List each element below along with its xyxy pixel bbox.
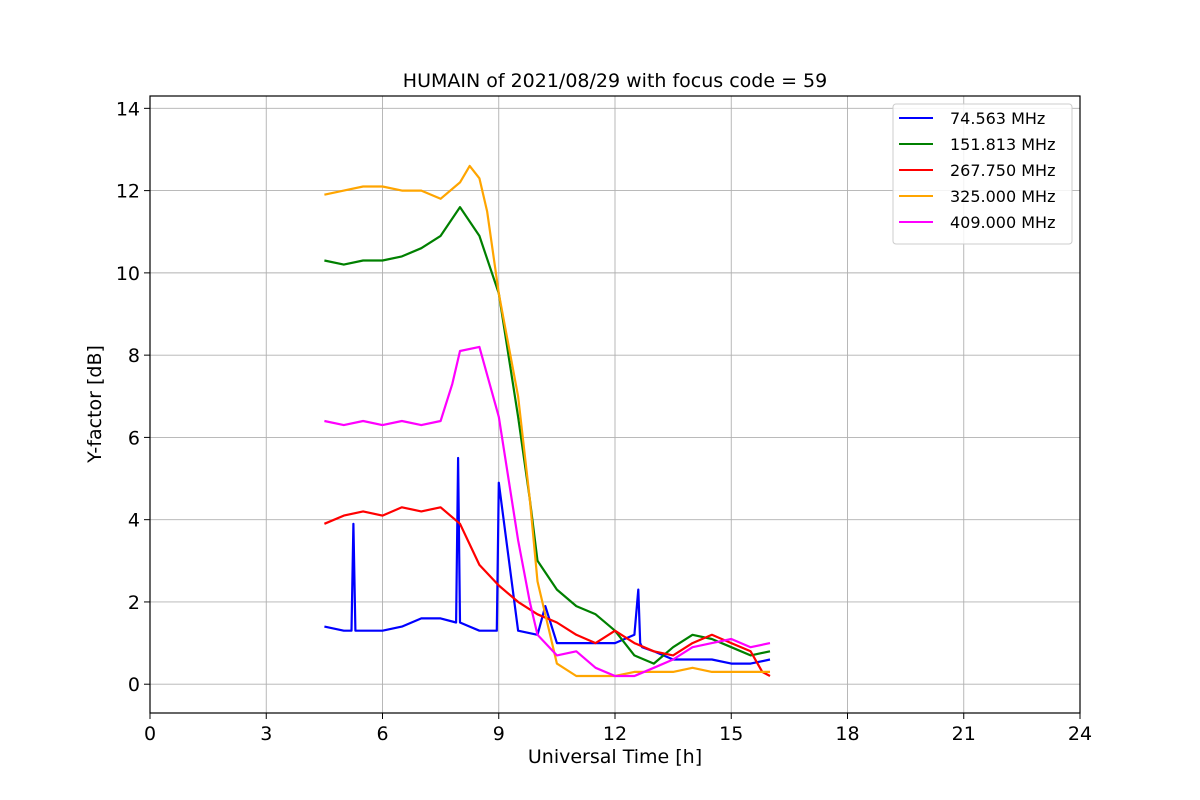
y-tick-label: 12: [116, 181, 140, 203]
series-line-4: [324, 164, 770, 678]
x-tick-label: 15: [719, 723, 743, 745]
x-tick-label: 18: [835, 723, 859, 745]
legend-label-5: 409.000 MHz: [950, 213, 1055, 232]
x-tick-label: 3: [260, 723, 272, 745]
y-tick-label: 4: [128, 510, 140, 532]
y-tick-label: 14: [116, 98, 140, 120]
series-line-2: [324, 206, 771, 665]
y-tick-label: 2: [128, 592, 140, 614]
series-layer: [323, 164, 771, 678]
x-tick-label: 0: [144, 723, 156, 745]
y-tick-label: 8: [128, 345, 140, 367]
legend-box: [892, 103, 1073, 245]
series-line-1: [324, 456, 771, 665]
legend-label-1: 74.563 MHz: [950, 109, 1045, 128]
chart-title: HUMAIN of 2021/08/29 with focus code = 5…: [403, 70, 827, 92]
series-line-3: [323, 506, 771, 677]
y-tick-label: 0: [128, 674, 140, 696]
x-tick-label: 12: [603, 723, 627, 745]
y-tick-label: 6: [128, 427, 140, 449]
legend: 74.563 MHz 151.813 MHz 267.750 MHz 325.000 …: [892, 103, 1073, 245]
series-line-5: [324, 345, 771, 678]
x-tick-label: 21: [952, 723, 976, 745]
legend-label-2: 151.813 MHz: [950, 135, 1055, 154]
legend-label-4: 325.000 MHz: [950, 187, 1055, 206]
y-axis-label: Y-factor [dB]: [84, 345, 106, 464]
legend-label-3: 267.750 MHz: [950, 161, 1055, 180]
x-tick-label: 6: [376, 723, 388, 745]
x-tick-label: 9: [493, 723, 505, 745]
x-tick-label: 24: [1068, 723, 1092, 745]
x-axis-label: Universal Time [h]: [528, 746, 702, 768]
y-tick-label: 10: [116, 263, 140, 285]
